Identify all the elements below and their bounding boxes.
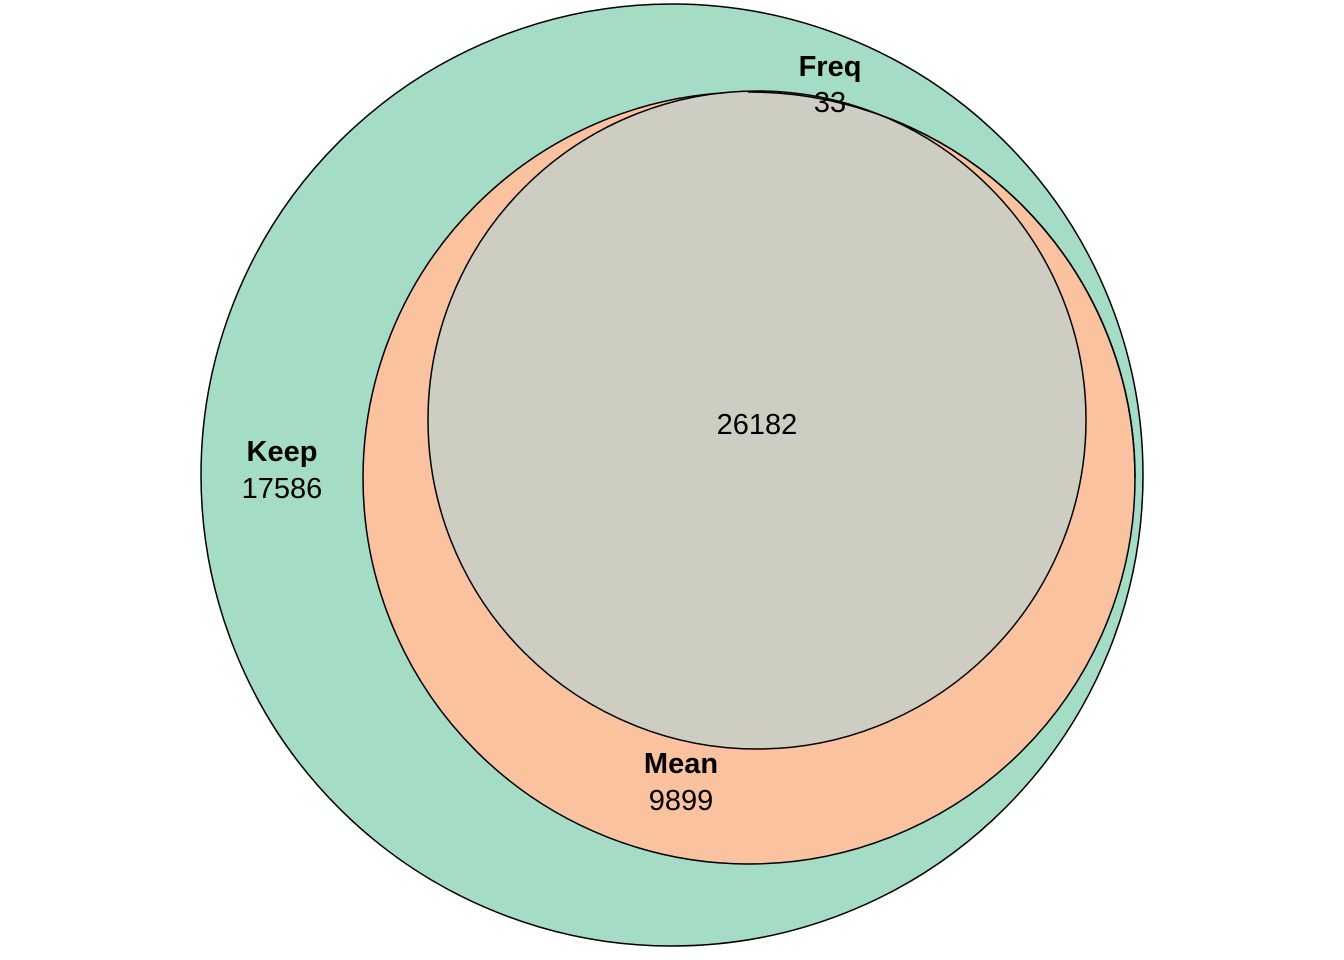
freq-set-circle	[427, 90, 1087, 750]
freq-only-arc	[747, 91, 1136, 479]
all-sets-count: 26182	[717, 409, 798, 441]
mean-only-count: 9899	[649, 785, 714, 817]
keep-set-label: Keep	[247, 436, 318, 468]
freq-only-count: 33	[814, 87, 846, 119]
keep-only-count: 17586	[242, 473, 323, 505]
freq-set-label: Freq	[799, 51, 862, 83]
mean-set-label: Mean	[644, 748, 718, 780]
